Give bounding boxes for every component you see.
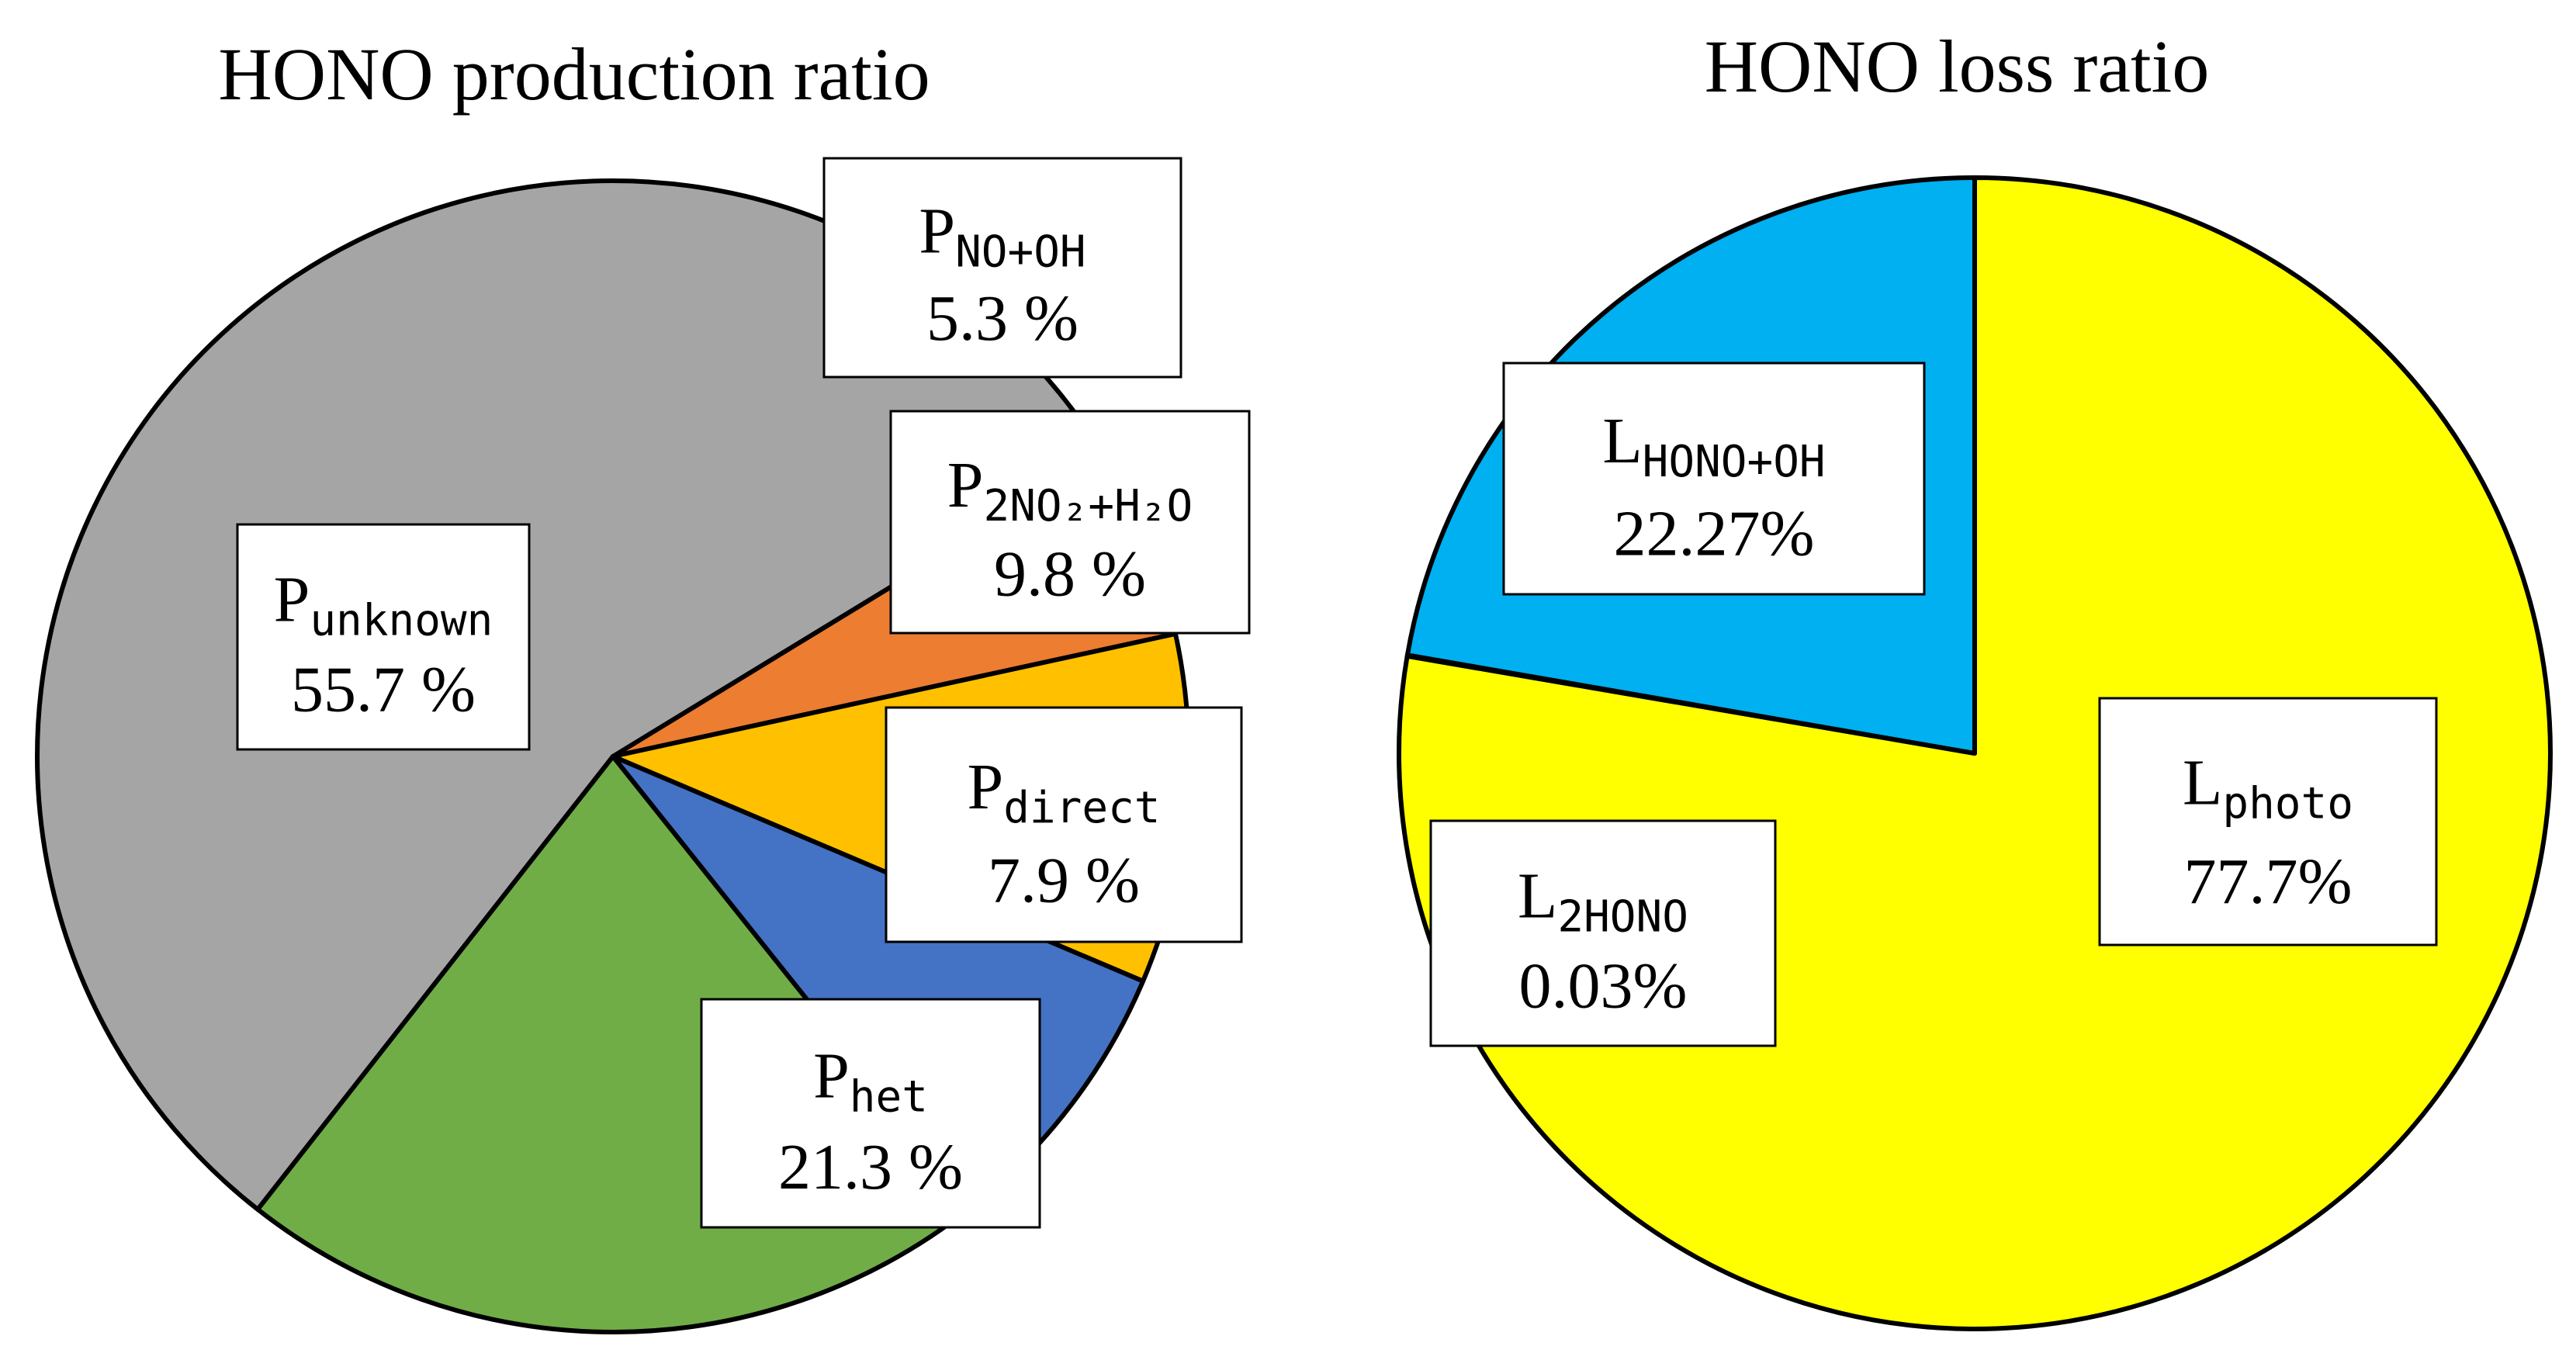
- label-box: [700, 998, 1041, 1229]
- label-box: [1502, 362, 1926, 596]
- slice-name-label: LHONO+OH: [1602, 405, 1825, 487]
- slice-label-hono-plus-oh: LHONO+OH 22.27%: [1502, 362, 1926, 596]
- slice-name-subscript: photo: [2222, 779, 2353, 829]
- slice-name-label: Lphoto: [2183, 747, 2353, 829]
- loss-chart-title: HONO loss ratio: [1705, 25, 2210, 108]
- slice-percent-label: 22.27%: [1614, 497, 1815, 569]
- slice-percent-label: 9.8 %: [994, 538, 1146, 610]
- slice-name-label: Punknown: [274, 564, 493, 646]
- slice-name-subscript: HONO+OH: [1643, 437, 1826, 487]
- slice-name-main: L: [1518, 860, 1557, 933]
- slice-name-subscript: het: [850, 1071, 928, 1122]
- slice-name-subscript: direct: [1003, 783, 1160, 833]
- label-box: [889, 410, 1251, 635]
- slice-name-label: P2NO₂+H₂O: [947, 449, 1193, 531]
- slice-label-photo: Lphoto 77.7%: [2098, 697, 2438, 946]
- slice-name-label: Phet: [813, 1040, 928, 1122]
- label-box: [2098, 697, 2438, 946]
- slice-name-main: L: [2183, 747, 2222, 819]
- slice-percent-label: 77.7%: [2184, 846, 2353, 918]
- slice-label-direct: Pdirect 7.9 %: [885, 706, 1243, 943]
- label-box: [822, 157, 1182, 379]
- slice-name-main: P: [813, 1040, 850, 1112]
- slice-percent-label: 0.03%: [1519, 950, 1688, 1023]
- production-chart-title: HONO production ratio: [218, 33, 930, 116]
- slice-name-main: P: [947, 449, 984, 521]
- slice-name-label: Pdirect: [967, 751, 1160, 833]
- label-box: [236, 523, 531, 751]
- slice-name-subscript: unknown: [310, 596, 493, 646]
- slice-name-subscript: NO+OH: [955, 227, 1086, 277]
- slice-name-subscript: 2NO₂+H₂O: [984, 481, 1193, 531]
- slice-label-unknown: Punknown 55.7 %: [236, 523, 531, 751]
- loss-pie-chart: HONO loss ratio Lphoto77.7%L2HONO0.03%LH…: [1397, 25, 2553, 1331]
- label-box: [885, 706, 1243, 943]
- slice-name-label: L2HONO: [1518, 860, 1688, 943]
- slice-name-main: P: [274, 564, 310, 636]
- slice-label-no-plus-oh: PNO+OH5.3 %: [822, 157, 1182, 379]
- slice-name-subscript: 2HONO: [1557, 892, 1688, 943]
- slice-percent-label: 7.9 %: [988, 845, 1140, 917]
- slice-name-main: P: [919, 195, 955, 267]
- slice-name-label: PNO+OH: [919, 195, 1085, 277]
- slice-name-main: P: [967, 751, 1003, 823]
- slice-label-het: Phet 21.3 %: [700, 998, 1041, 1229]
- slice-percent-label: 5.3 %: [926, 282, 1079, 355]
- slice-name-main: L: [1602, 405, 1642, 477]
- slice-percent-label: 21.3 %: [778, 1131, 963, 1203]
- slice-percent-label: 55.7 %: [291, 654, 476, 726]
- label-box: [1429, 819, 1777, 1047]
